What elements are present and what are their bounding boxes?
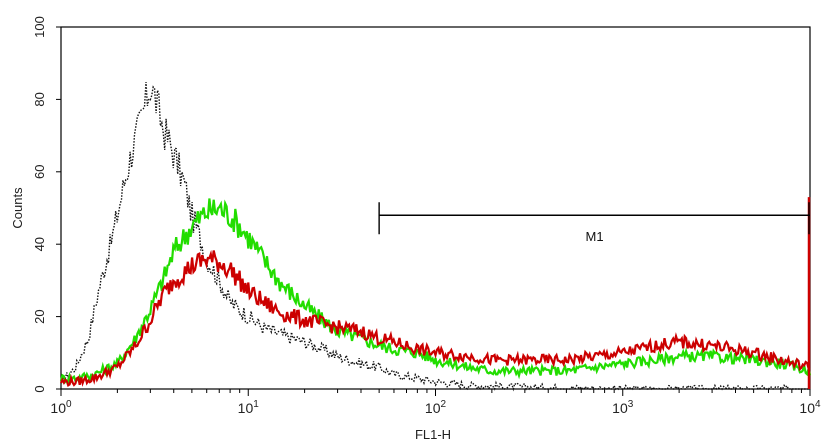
gate-m1-label: M1 — [586, 229, 604, 244]
histogram-series-0 — [60, 81, 811, 392]
y-tick-label-5: 100 — [32, 16, 47, 38]
series-layer — [59, 81, 812, 392]
x-tick-label-3: 103 — [612, 399, 634, 416]
y-tick-label-2: 40 — [32, 237, 47, 251]
x-tick-label-1: 101 — [238, 399, 260, 416]
y-tick-label-4: 80 — [32, 92, 47, 106]
x-tick-label-2: 102 — [425, 399, 447, 416]
x-axis-label: FL1-H — [415, 427, 451, 441]
x-axis-ticks: 100 101 102 103 104 — [50, 389, 821, 416]
y-tick-label-3: 60 — [32, 165, 47, 179]
x-tick-label-4: 104 — [799, 399, 821, 416]
gate-marker: M1 — [378, 202, 810, 244]
y-axis-ticks: 0 20 40 60 80 100 — [32, 16, 61, 393]
y-axis-label: Counts — [10, 187, 25, 229]
y-tick-label-1: 20 — [32, 309, 47, 323]
y-tick-label-0: 0 — [32, 385, 47, 392]
histogram-series-2 — [59, 249, 811, 387]
x-tick-label-0: 100 — [50, 399, 72, 416]
plot-frame — [60, 26, 811, 390]
